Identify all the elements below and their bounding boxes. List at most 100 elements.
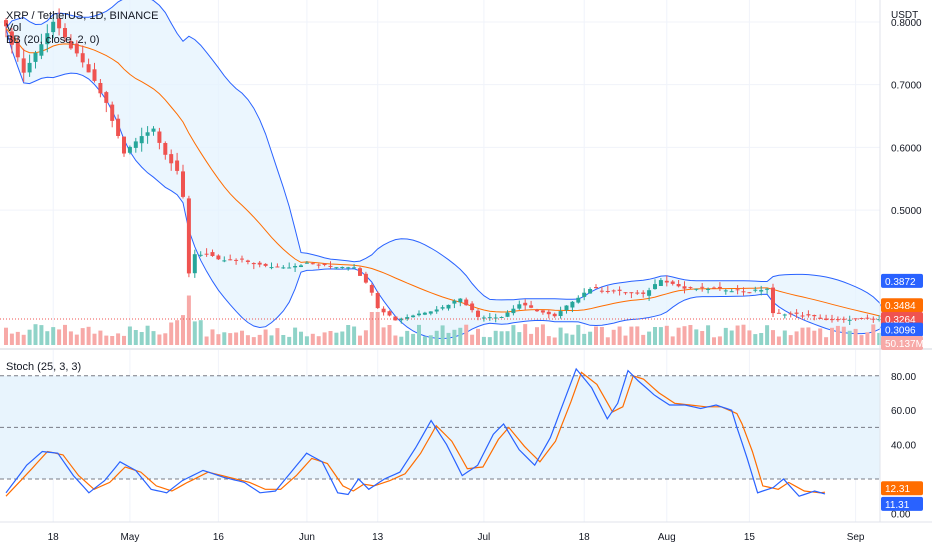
candle-body <box>216 255 221 260</box>
bb-lower-line <box>5 28 886 340</box>
candle-body <box>428 311 433 314</box>
bb-upper-tag-bg <box>881 273 923 288</box>
volume-bar <box>387 325 392 345</box>
candle-body <box>818 317 823 319</box>
last-price-tag-bg <box>881 312 923 326</box>
volume-bar <box>51 327 56 345</box>
volume-bar <box>434 330 439 345</box>
candle-body <box>877 319 882 321</box>
volume-bar <box>15 331 20 345</box>
stoch-k-line <box>5 367 826 497</box>
volume-bar <box>835 325 840 345</box>
candle-body <box>57 18 62 29</box>
bb-basis-line <box>5 27 886 318</box>
volume-bar <box>517 332 522 345</box>
time-tick-label: 18 <box>579 532 591 543</box>
bb-upper-line <box>5 0 886 313</box>
volume-bar <box>57 329 62 345</box>
volume-bar <box>86 326 91 345</box>
candle-body <box>381 308 386 313</box>
volume-bar <box>39 325 44 345</box>
volume-bar <box>658 327 663 345</box>
candle-body <box>529 305 534 308</box>
candle-body <box>446 304 451 309</box>
candle-body <box>782 314 787 316</box>
main-legend: XRP / TetherUS, 1D, BINANCE Vol BB (20, … <box>6 10 158 46</box>
volume-bar <box>393 335 398 345</box>
volume-bar <box>80 328 85 345</box>
volume-bar <box>405 330 410 345</box>
volume-bar <box>523 324 528 345</box>
candle-body <box>830 319 834 321</box>
candle-body <box>98 83 103 94</box>
volume-bar <box>363 330 368 345</box>
candle-body <box>405 317 410 319</box>
candle-body <box>806 314 811 316</box>
bb-lower-tag: 0.3096 <box>885 326 916 337</box>
volume-bar <box>582 333 587 345</box>
volume-bar <box>712 337 716 345</box>
volume-bar <box>192 321 197 345</box>
time-tick-label: May <box>120 532 139 543</box>
candle-body <box>505 312 510 317</box>
candle-body <box>794 312 799 314</box>
volume-bar <box>228 333 233 345</box>
volume-bar <box>800 327 805 345</box>
volume-bar <box>753 334 758 345</box>
candle-body <box>275 266 280 268</box>
volume-bar <box>664 325 669 345</box>
candle-body <box>334 267 339 269</box>
candle-body <box>133 141 138 148</box>
candle-body <box>45 33 50 45</box>
candle-body <box>127 146 132 153</box>
bb-fill <box>6 0 886 339</box>
volume-bar <box>322 332 327 345</box>
time-tick-label: Sep <box>847 532 865 543</box>
candle-body <box>198 254 203 256</box>
volume-bar <box>670 336 675 345</box>
volume-bar <box>499 331 504 345</box>
candle-body <box>641 292 646 294</box>
volume-bar <box>74 334 79 345</box>
candle-body <box>664 280 669 283</box>
stoch-d-line <box>5 371 826 497</box>
volume-bar <box>540 324 545 345</box>
candle-body <box>464 299 469 306</box>
stoch-k-tag: 11.31 <box>885 500 910 511</box>
volume-bar <box>647 331 652 345</box>
candle-body <box>116 118 121 136</box>
volume-bar <box>552 337 557 345</box>
volume-bar <box>175 320 180 345</box>
volume-bar <box>186 295 191 345</box>
volume-bar <box>269 335 274 345</box>
candle-body <box>68 41 73 49</box>
volume-bar <box>440 325 445 345</box>
stoch-tick-label: 0.00 <box>891 509 911 520</box>
volume-bar <box>458 327 463 345</box>
candle-body <box>411 315 416 318</box>
volume-bar <box>871 324 876 345</box>
volume-bar <box>411 333 416 345</box>
volume-bar <box>794 331 799 345</box>
candle-body <box>293 266 298 268</box>
candle-body <box>310 263 315 265</box>
volume-bar <box>68 331 73 345</box>
candle-body <box>163 143 168 155</box>
volume-bar <box>151 331 156 345</box>
volume-bar <box>476 328 480 345</box>
candle-body <box>723 290 728 292</box>
volume-bar <box>287 336 292 345</box>
candle-body <box>346 267 351 269</box>
candle-body <box>812 315 817 317</box>
volume-bar <box>352 326 357 345</box>
volume-bar <box>417 324 421 345</box>
candle-body <box>493 317 498 319</box>
volume-bar <box>676 327 681 345</box>
volume-bar <box>234 332 239 345</box>
volume-bar <box>682 326 687 345</box>
volume-bar <box>806 327 811 345</box>
candle-body <box>422 312 427 315</box>
